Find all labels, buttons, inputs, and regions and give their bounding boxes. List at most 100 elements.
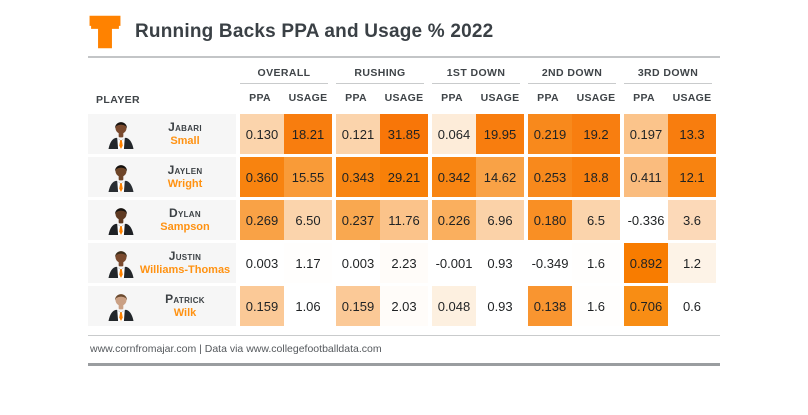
player-column-header: PLAYER: [96, 94, 141, 106]
data-cell: 6.96: [476, 200, 524, 240]
data-cell: 0.342: [428, 157, 476, 197]
data-cell: 15.55: [284, 157, 332, 197]
sub-header: PPA: [537, 92, 559, 104]
data-cell: 0.237: [332, 200, 380, 240]
group-header-overall: OVERALL: [236, 67, 332, 84]
footer-divider-bottom: [88, 363, 720, 366]
data-cell: 0.130: [236, 114, 284, 154]
player-first-name: Jabari: [168, 119, 202, 134]
data-cell: 6.50: [284, 200, 332, 240]
data-cell: 29.21: [380, 157, 428, 197]
data-cell: 0.138: [524, 286, 572, 326]
footer-divider-top: [88, 335, 720, 336]
data-cell: 0.226: [428, 200, 476, 240]
player-headshot-avatar: [108, 208, 134, 235]
data-cell: 2.23: [380, 243, 428, 283]
data-cell: 0.343: [332, 157, 380, 197]
data-cell: 0.706: [620, 286, 668, 326]
page-title: Running Backs PPA and Usage % 2022: [135, 21, 494, 42]
sub-header: USAGE: [384, 92, 424, 104]
player-cell: Dylan Sampson: [88, 200, 236, 240]
data-cell: -0.336: [620, 200, 668, 240]
data-cell: 6.5: [572, 200, 620, 240]
player-first-name: Patrick: [165, 291, 205, 306]
player-last-name: Williams-Thomas: [139, 263, 231, 276]
data-cell: 0.219: [524, 114, 572, 154]
player-last-name: Wilk: [173, 306, 197, 319]
data-cell: 1.6: [572, 286, 620, 326]
player-first-name: Jaylen: [167, 162, 203, 177]
data-cell: 0.197: [620, 114, 668, 154]
player-last-name: Small: [170, 134, 200, 147]
data-cell: 12.1: [668, 157, 716, 197]
data-cell: 1.17: [284, 243, 332, 283]
footer-credit-text: www.cornfromajar.com | Data via www.coll…: [90, 343, 382, 355]
data-cell: 31.85: [380, 114, 428, 154]
footer: www.cornfromajar.com | Data via www.coll…: [88, 335, 720, 366]
data-cell: 14.62: [476, 157, 524, 197]
data-cell: 0.003: [332, 243, 380, 283]
title-row: Running Backs PPA and Usage % 2022: [88, 12, 720, 52]
player-name: Dylan Sampson: [138, 205, 236, 233]
sub-header: USAGE: [576, 92, 616, 104]
data-cell: 0.159: [236, 286, 284, 326]
data-cell: 18.8: [572, 157, 620, 197]
sub-header: USAGE: [288, 92, 328, 104]
data-cell: 0.360: [236, 157, 284, 197]
data-cell: 3.6: [668, 200, 716, 240]
player-name: Jabari Small: [138, 119, 236, 147]
player-headshot-avatar: [108, 294, 134, 321]
player-last-name: Sampson: [160, 220, 210, 233]
data-cell: 0.93: [476, 286, 524, 326]
table-row: Patrick Wilk 0.159 1.06 0.159 2.03 0.048 0.93…: [88, 286, 720, 326]
title-divider: [88, 56, 720, 58]
player-headshot-avatar: [108, 165, 134, 192]
column-sub-header-row: PLAYER PPA USAGE PPA USAGE PPA USAGE PPA…: [88, 86, 720, 110]
table-row: Jaylen Wright 0.360 15.55 0.343 29.21 0.342 1…: [88, 157, 720, 197]
sub-header: USAGE: [480, 92, 520, 104]
data-cell: 0.6: [668, 286, 716, 326]
data-cell: 0.064: [428, 114, 476, 154]
data-cell: 18.21: [284, 114, 332, 154]
sub-header: PPA: [345, 92, 367, 104]
data-cell: 19.2: [572, 114, 620, 154]
sub-header: USAGE: [672, 92, 712, 104]
data-cell: 0.048: [428, 286, 476, 326]
content-card: Running Backs PPA and Usage % 2022 OVERA…: [88, 0, 720, 366]
table-row: Dylan Sampson 0.269 6.50 0.237 11.76 0.226 6.…: [88, 200, 720, 240]
player-cell: Jaylen Wright: [88, 157, 236, 197]
data-cell: 0.411: [620, 157, 668, 197]
data-cell: 0.269: [236, 200, 284, 240]
column-group-header-row: OVERALL RUSHING 1ST DOWN 2ND DOWN 3RD DO…: [88, 66, 720, 84]
data-cell: 0.003: [236, 243, 284, 283]
sub-header: PPA: [249, 92, 271, 104]
player-first-name: Dylan: [169, 205, 201, 220]
group-header-1st-down: 1ST DOWN: [428, 67, 524, 84]
tennessee-power-t-icon: [89, 15, 121, 49]
group-header-3rd-down: 3RD DOWN: [620, 67, 716, 84]
data-cell: 0.180: [524, 200, 572, 240]
player-headshot-avatar: [108, 122, 134, 149]
table-body: Jabari Small 0.130 18.21 0.121 31.85 0.064 19…: [88, 114, 720, 326]
player-cell: Jabari Small: [88, 114, 236, 154]
sub-header: PPA: [633, 92, 655, 104]
data-cell: 1.6: [572, 243, 620, 283]
data-cell: -0.349: [524, 243, 572, 283]
data-cell: 0.253: [524, 157, 572, 197]
table-row: Jabari Small 0.130 18.21 0.121 31.85 0.064 19…: [88, 114, 720, 154]
data-cell: 11.76: [380, 200, 428, 240]
data-cell: 19.95: [476, 114, 524, 154]
data-cell: 0.159: [332, 286, 380, 326]
player-name: Justin Williams-Thomas: [138, 249, 236, 276]
player-cell: Justin Williams-Thomas: [88, 243, 236, 283]
data-cell: 0.93: [476, 243, 524, 283]
group-header-rushing: RUSHING: [332, 67, 428, 84]
player-name: Patrick Wilk: [138, 291, 236, 319]
player-headshot-avatar: [108, 251, 134, 278]
data-cell: 0.892: [620, 243, 668, 283]
group-header-2nd-down: 2ND DOWN: [524, 67, 620, 84]
data-cell: 1.06: [284, 286, 332, 326]
player-name: Jaylen Wright: [138, 162, 236, 190]
sub-header: PPA: [441, 92, 463, 104]
